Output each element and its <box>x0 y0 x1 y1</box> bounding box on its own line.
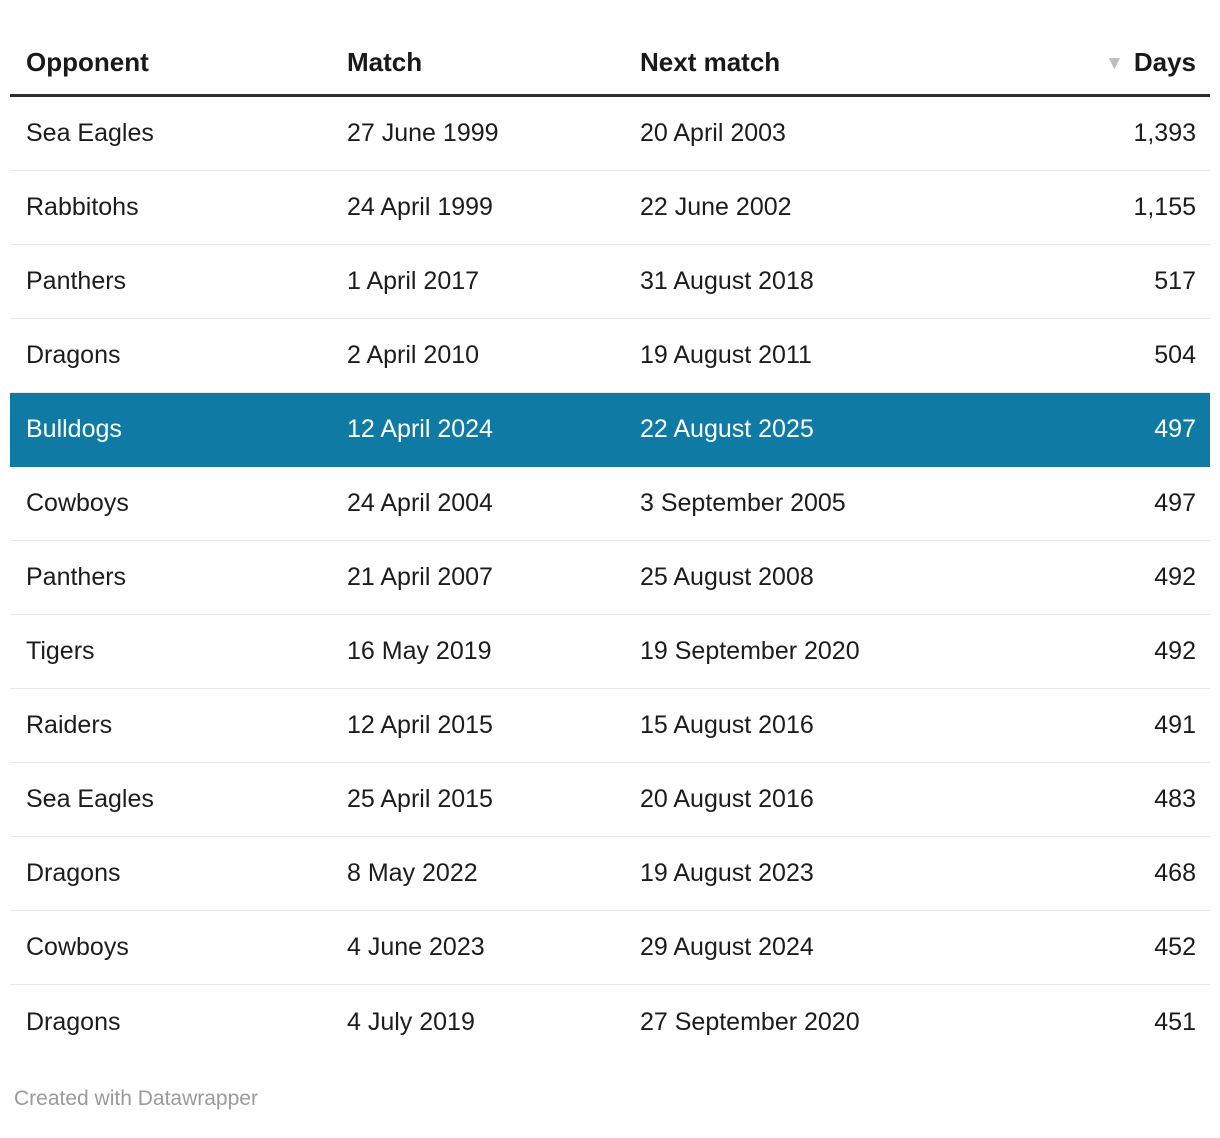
table-row: Rabbitohs 24 April 1999 22 June 2002 1,155 <box>10 171 1210 245</box>
cell-match: 24 April 1999 <box>347 193 493 221</box>
column-header-days-label: Days <box>1133 47 1196 77</box>
cell-days: 492 <box>1154 563 1196 591</box>
cell-days: 452 <box>1154 933 1196 961</box>
cell-opponent: Dragons <box>26 341 121 369</box>
cell-opponent: Sea Eagles <box>26 785 154 813</box>
cell-days: 1,155 <box>1133 193 1196 221</box>
cell-opponent: Sea Eagles <box>26 119 154 147</box>
table-row: Panthers 1 April 2017 31 August 2018 517 <box>10 245 1210 319</box>
cell-opponent: Raiders <box>26 711 113 739</box>
table-header-row: Opponent Match Next match ▼ Days <box>10 0 1210 97</box>
cell-opponent: Panthers <box>26 267 127 295</box>
cell-match: 24 April 2004 <box>347 489 493 517</box>
table-row: Tigers 16 May 2019 19 September 2020 492 <box>10 615 1210 689</box>
cell-days: 1,393 <box>1133 119 1196 147</box>
cell-match: 25 April 2015 <box>347 785 493 813</box>
cell-opponent: Dragons <box>26 859 121 887</box>
cell-days: 497 <box>1154 415 1196 443</box>
cell-next-match: 15 August 2016 <box>640 711 814 739</box>
cell-next-match: 19 August 2023 <box>640 859 814 887</box>
column-header-opponent[interactable]: Opponent <box>26 47 149 77</box>
cell-next-match: 19 August 2011 <box>640 341 812 369</box>
table-row: Sea Eagles 25 April 2015 20 August 2016 483 <box>10 763 1210 837</box>
cell-days: 483 <box>1154 785 1196 813</box>
cell-next-match: 31 August 2018 <box>640 267 814 295</box>
cell-next-match: 27 September 2020 <box>640 1007 860 1036</box>
cell-next-match: 29 August 2024 <box>640 933 814 961</box>
data-table: Opponent Match Next match ▼ Days Sea Eagl… <box>10 0 1210 1059</box>
cell-match: 16 May 2019 <box>347 637 492 665</box>
cell-days: 492 <box>1154 637 1196 665</box>
cell-opponent: Tigers <box>26 637 95 665</box>
table-row: Raiders 12 April 2015 15 August 2016 491 <box>10 689 1210 763</box>
cell-days: 491 <box>1154 711 1196 739</box>
cell-next-match: 20 April 2003 <box>640 119 786 147</box>
table-row: Panthers 21 April 2007 25 August 2008 492 <box>10 541 1210 615</box>
table-row: Cowboys 24 April 2004 3 September 2005 497 <box>10 467 1210 541</box>
cell-match: 4 July 2019 <box>347 1007 475 1036</box>
table-row: Sea Eagles 27 June 1999 20 April 2003 1,393 <box>10 97 1210 171</box>
table-row: Dragons 4 July 2019 27 September 2020 451 <box>10 985 1210 1059</box>
cell-opponent: Cowboys <box>26 933 129 961</box>
cell-opponent: Dragons <box>26 1007 121 1036</box>
cell-opponent: Panthers <box>26 563 127 591</box>
cell-match: 4 June 2023 <box>347 933 485 961</box>
cell-match: 8 May 2022 <box>347 859 478 887</box>
cell-next-match: 3 September 2005 <box>640 489 846 517</box>
cell-days: 497 <box>1154 489 1196 517</box>
cell-next-match: 22 August 2025 <box>640 415 814 443</box>
cell-days: 468 <box>1154 859 1196 887</box>
column-header-days[interactable]: ▼ Days <box>924 47 1210 78</box>
cell-match: 27 June 1999 <box>347 119 499 147</box>
cell-opponent: Cowboys <box>26 489 129 517</box>
cell-days: 504 <box>1154 341 1196 369</box>
datawrapper-attribution: Created with Datawrapper <box>14 1087 258 1110</box>
column-header-next-match[interactable]: Next match <box>640 47 781 77</box>
cell-next-match: 22 June 2002 <box>640 193 792 221</box>
cell-match: 2 April 2010 <box>347 341 480 369</box>
table-body: Sea Eagles 27 June 1999 20 April 2003 1,393… <box>10 97 1210 1059</box>
table-row-highlighted: Bulldogs 12 April 2024 22 August 2025 497 <box>10 393 1210 467</box>
cell-match: 1 April 2017 <box>347 267 480 295</box>
cell-days: 517 <box>1154 267 1196 295</box>
sort-descending-icon: ▼ <box>1105 53 1124 74</box>
cell-opponent: Bulldogs <box>26 415 122 443</box>
cell-next-match: 20 August 2016 <box>640 785 814 813</box>
column-header-match[interactable]: Match <box>347 47 423 77</box>
cell-next-match: 19 September 2020 <box>640 637 860 665</box>
table-row: Dragons 8 May 2022 19 August 2023 468 <box>10 837 1210 911</box>
cell-next-match: 25 August 2008 <box>640 563 814 591</box>
cell-match: 12 April 2024 <box>347 415 493 443</box>
cell-match: 12 April 2015 <box>347 711 493 739</box>
cell-match: 21 April 2007 <box>347 563 493 591</box>
cell-days: 451 <box>1154 1007 1196 1036</box>
table-row: Dragons 2 April 2010 19 August 2011 504 <box>10 319 1210 393</box>
table-row: Cowboys 4 June 2023 29 August 2024 452 <box>10 911 1210 985</box>
cell-opponent: Rabbitohs <box>26 193 139 221</box>
